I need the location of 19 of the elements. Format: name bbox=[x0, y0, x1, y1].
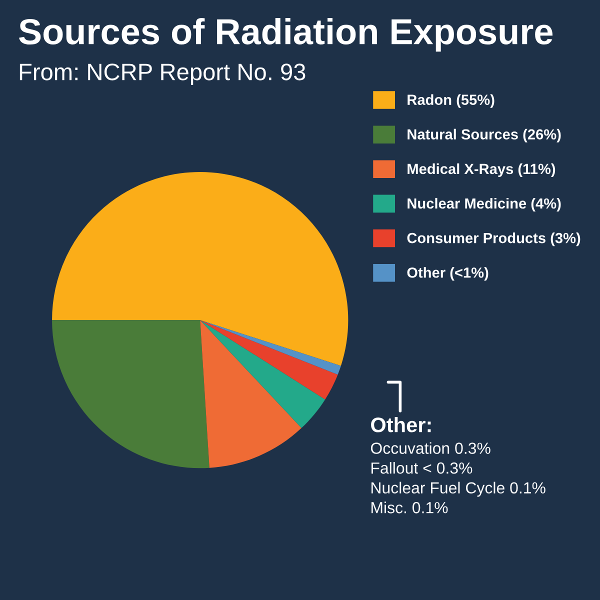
legend-label: Radon (55%) bbox=[408, 94, 494, 108]
legend-label: Natural Sources (26%) bbox=[408, 128, 561, 142]
pie-slice bbox=[200, 320, 302, 468]
text: Occuvation 0.3% bbox=[370, 442, 490, 454]
pie-slice bbox=[52, 172, 348, 366]
legend-label: Consumer Products (3%) bbox=[407, 232, 580, 246]
chart-title: Sources of Radiation Exposure bbox=[19, 18, 553, 52]
text: Fallout < 0.3% bbox=[372, 462, 472, 474]
pie-slice bbox=[200, 320, 341, 375]
text: Other: bbox=[371, 417, 431, 432]
chart-subtitle: From: NCRP Report No. 93 bbox=[20, 64, 306, 86]
pie-slice bbox=[200, 320, 326, 428]
legend-label: Other (<1%) bbox=[407, 267, 488, 281]
legend-label: Nuclear Medicine (4%) bbox=[408, 198, 561, 212]
pie-slice bbox=[52, 320, 210, 468]
text: Nuclear Fuel Cycle 0.1% bbox=[372, 482, 546, 497]
legend-label: Medical X-Rays (11%) bbox=[408, 163, 556, 177]
pie-slice bbox=[200, 320, 338, 400]
text: Misc. 0.1% bbox=[372, 502, 448, 514]
